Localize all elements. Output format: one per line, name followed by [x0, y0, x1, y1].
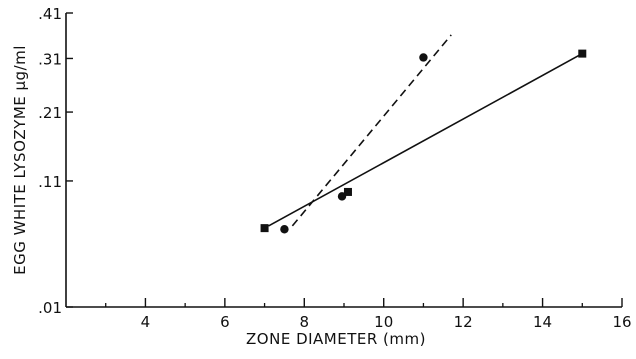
x-tick-label: 10 — [374, 313, 393, 331]
y-axis-label: EGG WHITE LYSOZYME μg/ml — [11, 45, 29, 275]
x-tick-label: 6 — [220, 313, 230, 331]
x-tick-label: 12 — [454, 313, 473, 331]
series-1-square-marker — [578, 49, 587, 58]
series-layer — [260, 34, 587, 234]
series-2-circle-marker — [419, 53, 428, 62]
y-tick-label: .01 — [38, 299, 62, 317]
series-1-fit-line — [268, 52, 583, 227]
x-tick-label: 16 — [612, 313, 631, 331]
axes-layer: 4 6 8 10 12 14 16 .01 .11 .21 .31 .41 — [38, 5, 631, 331]
series-2-circle-marker — [337, 192, 347, 201]
y-tick-label: .11 — [38, 173, 62, 191]
y-tick-label: .31 — [38, 50, 62, 68]
x-axis-label: ZONE DIAMETER (mm) — [246, 330, 426, 348]
y-tick-label: .41 — [38, 5, 62, 23]
x-tick-label: 14 — [533, 313, 552, 331]
series-1-square-marker — [260, 224, 269, 233]
series-1-square-marker — [343, 187, 352, 196]
x-tick-label: 4 — [141, 313, 151, 331]
y-tick-label: .21 — [38, 104, 62, 122]
x-tick-label: 8 — [300, 313, 310, 331]
series-2-fit-line — [291, 34, 452, 227]
series-2-circle-marker — [280, 225, 289, 234]
